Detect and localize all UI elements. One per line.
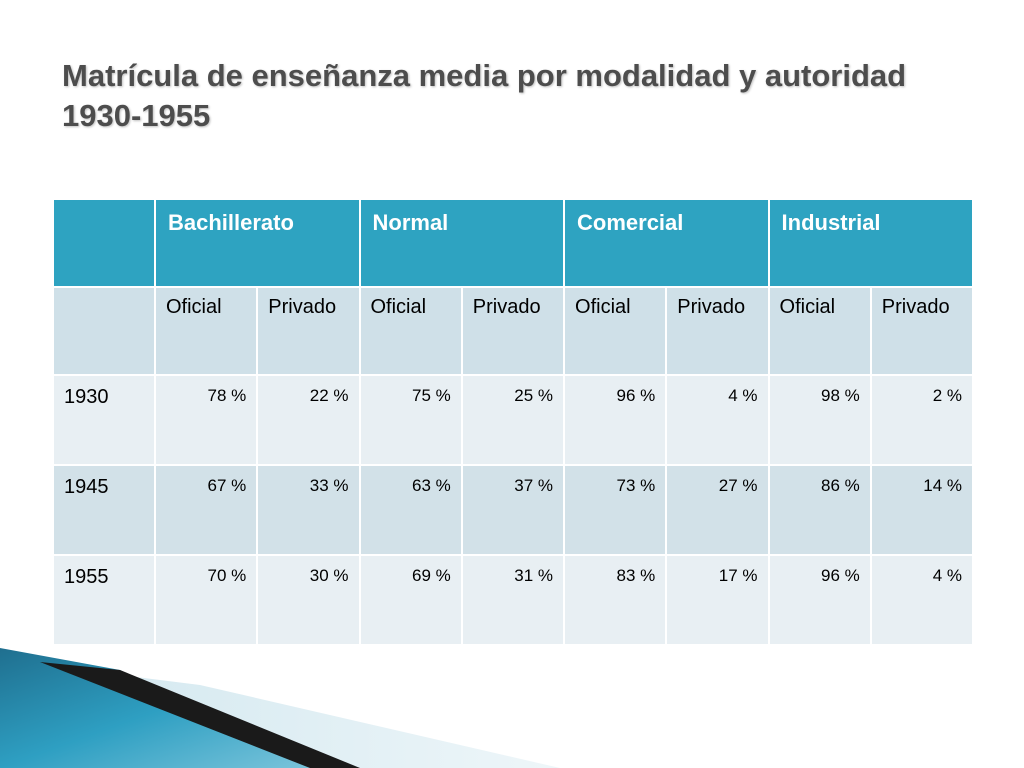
- subheader-cell: Privado: [256, 286, 361, 376]
- header-corner-cell: [52, 198, 156, 288]
- value-cell: 31 %: [460, 554, 566, 646]
- page-title: Matrícula de enseñanza media por modalid…: [62, 58, 907, 133]
- subheader-cell: Oficial: [153, 286, 259, 376]
- value-cell: 22 %: [256, 374, 361, 466]
- header-industrial: Industrial: [767, 198, 975, 288]
- value-cell: 98 %: [767, 374, 872, 466]
- value-cell: 4 %: [665, 374, 770, 466]
- value-cell: 86 %: [767, 464, 872, 556]
- value-cell: 4 %: [869, 554, 975, 646]
- table-row: 1955 70 % 30 % 69 % 31 % 83 % 17 % 96 % …: [52, 554, 975, 646]
- category-header-row: Bachillerato Normal Comercial Industrial: [52, 198, 975, 288]
- subheader-cell: Oficial: [563, 286, 668, 376]
- dark-stripe-shape: [40, 662, 360, 768]
- value-cell: 63 %: [358, 464, 463, 556]
- table-row: 1945 67 % 33 % 63 % 37 % 73 % 27 % 86 % …: [52, 464, 975, 556]
- subheader-cell: Oficial: [358, 286, 463, 376]
- subheader-cell: Oficial: [767, 286, 872, 376]
- value-cell: 14 %: [869, 464, 975, 556]
- header-comercial: Comercial: [563, 198, 770, 288]
- value-cell: 37 %: [460, 464, 566, 556]
- value-cell: 25 %: [460, 374, 566, 466]
- enrollment-table: Bachillerato Normal Comercial Industrial…: [52, 198, 975, 646]
- value-cell: 2 %: [869, 374, 975, 466]
- value-cell: 73 %: [563, 464, 668, 556]
- value-cell: 96 %: [767, 554, 872, 646]
- authority-header-row: Oficial Privado Oficial Privado Oficial …: [52, 286, 975, 376]
- value-cell: 30 %: [256, 554, 361, 646]
- subheader-corner-cell: [52, 286, 156, 376]
- value-cell: 96 %: [563, 374, 668, 466]
- value-cell: 17 %: [665, 554, 770, 646]
- header-normal: Normal: [358, 198, 566, 288]
- subheader-cell: Privado: [460, 286, 566, 376]
- table-row: 1930 78 % 22 % 75 % 25 % 96 % 4 % 98 % 2…: [52, 374, 975, 466]
- subheader-cell: Privado: [869, 286, 975, 376]
- year-cell: 1930: [52, 374, 156, 466]
- value-cell: 27 %: [665, 464, 770, 556]
- enrollment-table-wrapper: Bachillerato Normal Comercial Industrial…: [52, 198, 975, 646]
- value-cell: 78 %: [153, 374, 259, 466]
- year-cell: 1945: [52, 464, 156, 556]
- value-cell: 69 %: [358, 554, 463, 646]
- value-cell: 33 %: [256, 464, 361, 556]
- value-cell: 67 %: [153, 464, 259, 556]
- value-cell: 75 %: [358, 374, 463, 466]
- header-bachillerato: Bachillerato: [154, 198, 361, 288]
- year-cell: 1955: [52, 554, 156, 646]
- value-cell: 70 %: [153, 554, 259, 646]
- subheader-cell: Privado: [665, 286, 770, 376]
- decorative-corner-stripes: [0, 648, 560, 768]
- value-cell: 83 %: [563, 554, 668, 646]
